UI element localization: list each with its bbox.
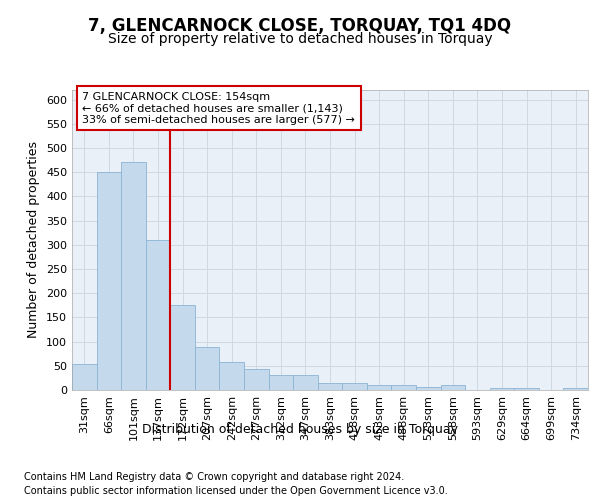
Bar xyxy=(121,162,146,390)
Bar xyxy=(72,364,97,390)
Text: Distribution of detached houses by size in Torquay: Distribution of detached houses by size … xyxy=(142,422,458,436)
Bar xyxy=(195,348,220,390)
Bar xyxy=(391,385,416,390)
Text: 7, GLENCARNOCK CLOSE, TORQUAY, TQ1 4DQ: 7, GLENCARNOCK CLOSE, TORQUAY, TQ1 4DQ xyxy=(88,18,512,36)
Bar xyxy=(220,362,244,390)
Bar xyxy=(269,376,293,390)
Bar xyxy=(293,374,318,390)
Text: 7 GLENCARNOCK CLOSE: 154sqm
← 66% of detached houses are smaller (1,143)
33% of : 7 GLENCARNOCK CLOSE: 154sqm ← 66% of det… xyxy=(82,92,355,124)
Bar xyxy=(170,305,195,390)
Bar xyxy=(416,387,440,390)
Text: Contains public sector information licensed under the Open Government Licence v3: Contains public sector information licen… xyxy=(24,486,448,496)
Bar xyxy=(146,240,170,390)
Bar xyxy=(563,388,588,390)
Bar xyxy=(440,385,465,390)
Bar xyxy=(490,388,514,390)
Bar xyxy=(244,369,269,390)
Bar xyxy=(318,382,342,390)
Bar xyxy=(367,385,391,390)
Y-axis label: Number of detached properties: Number of detached properties xyxy=(28,142,40,338)
Bar xyxy=(97,172,121,390)
Bar xyxy=(342,382,367,390)
Text: Size of property relative to detached houses in Torquay: Size of property relative to detached ho… xyxy=(107,32,493,46)
Text: Contains HM Land Registry data © Crown copyright and database right 2024.: Contains HM Land Registry data © Crown c… xyxy=(24,472,404,482)
Bar xyxy=(514,388,539,390)
